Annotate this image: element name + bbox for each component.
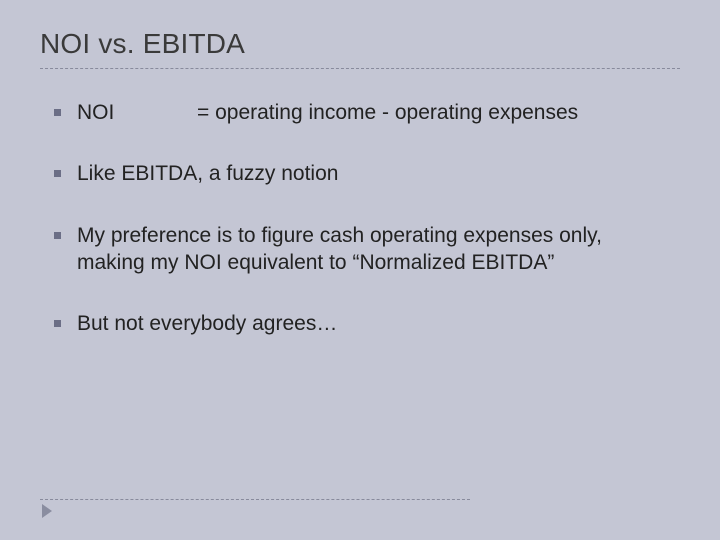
square-bullet-icon bbox=[54, 170, 61, 177]
list-item: NOI = operating income - operating expen… bbox=[54, 99, 670, 126]
caret-right-icon bbox=[42, 504, 52, 518]
square-bullet-icon bbox=[54, 320, 61, 327]
bullet-text: My preference is to figure cash operatin… bbox=[77, 222, 670, 277]
slide: NOI vs. EBITDA NOI = operating income - … bbox=[0, 0, 720, 540]
square-bullet-icon bbox=[54, 109, 61, 116]
list-item: My preference is to figure cash operatin… bbox=[54, 222, 670, 277]
term-label: NOI bbox=[77, 99, 197, 126]
slide-title: NOI vs. EBITDA bbox=[40, 28, 680, 60]
bullet-text: NOI = operating income - operating expen… bbox=[77, 99, 670, 126]
content-area: NOI = operating income - operating expen… bbox=[40, 99, 680, 337]
title-divider bbox=[40, 68, 680, 69]
bullet-text: But not everybody agrees… bbox=[77, 310, 670, 337]
square-bullet-icon bbox=[54, 232, 61, 239]
list-item: But not everybody agrees… bbox=[54, 310, 670, 337]
list-item: Like EBITDA, a fuzzy notion bbox=[54, 160, 670, 187]
term-definition: = operating income - operating expenses bbox=[197, 99, 670, 126]
bullet-text: Like EBITDA, a fuzzy notion bbox=[77, 160, 670, 187]
footer-divider bbox=[40, 499, 470, 500]
